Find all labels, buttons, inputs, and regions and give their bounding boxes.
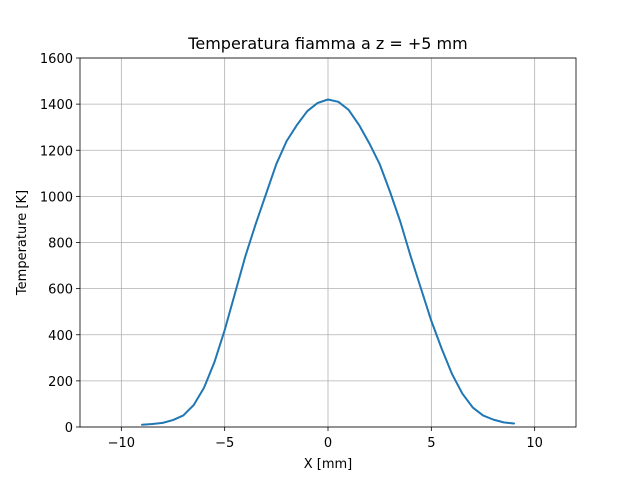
- chart-title: Temperatura fiamma a z = +5 mm: [187, 34, 467, 53]
- y-tick-label: 600: [48, 283, 73, 298]
- temperature-series-line: [141, 98, 515, 426]
- y-tick-label: 1400: [40, 98, 73, 113]
- x-tick-label: −5: [215, 436, 234, 451]
- y-axis-label: Temperature [K]: [15, 190, 30, 296]
- x-tick-label: 0: [324, 436, 332, 451]
- y-tick-label: 400: [48, 329, 73, 344]
- y-tick-label: 0: [65, 421, 73, 436]
- x-axis-label: X [mm]: [304, 457, 353, 472]
- x-tick-label: 10: [526, 436, 543, 451]
- y-tick-label: 1000: [40, 190, 73, 205]
- y-tick-label: 200: [48, 375, 73, 390]
- x-tick-label: −10: [108, 436, 135, 451]
- ticks: −10 −5 0 5 10 0 200 400 600 800 1000 1200 1400 1600: [40, 52, 543, 451]
- y-tick-label: 800: [48, 237, 73, 252]
- x-tick-label: 5: [427, 436, 435, 451]
- y-tick-label: 1600: [40, 52, 73, 67]
- series-layer: [141, 98, 515, 426]
- y-tick-label: 1200: [40, 144, 73, 159]
